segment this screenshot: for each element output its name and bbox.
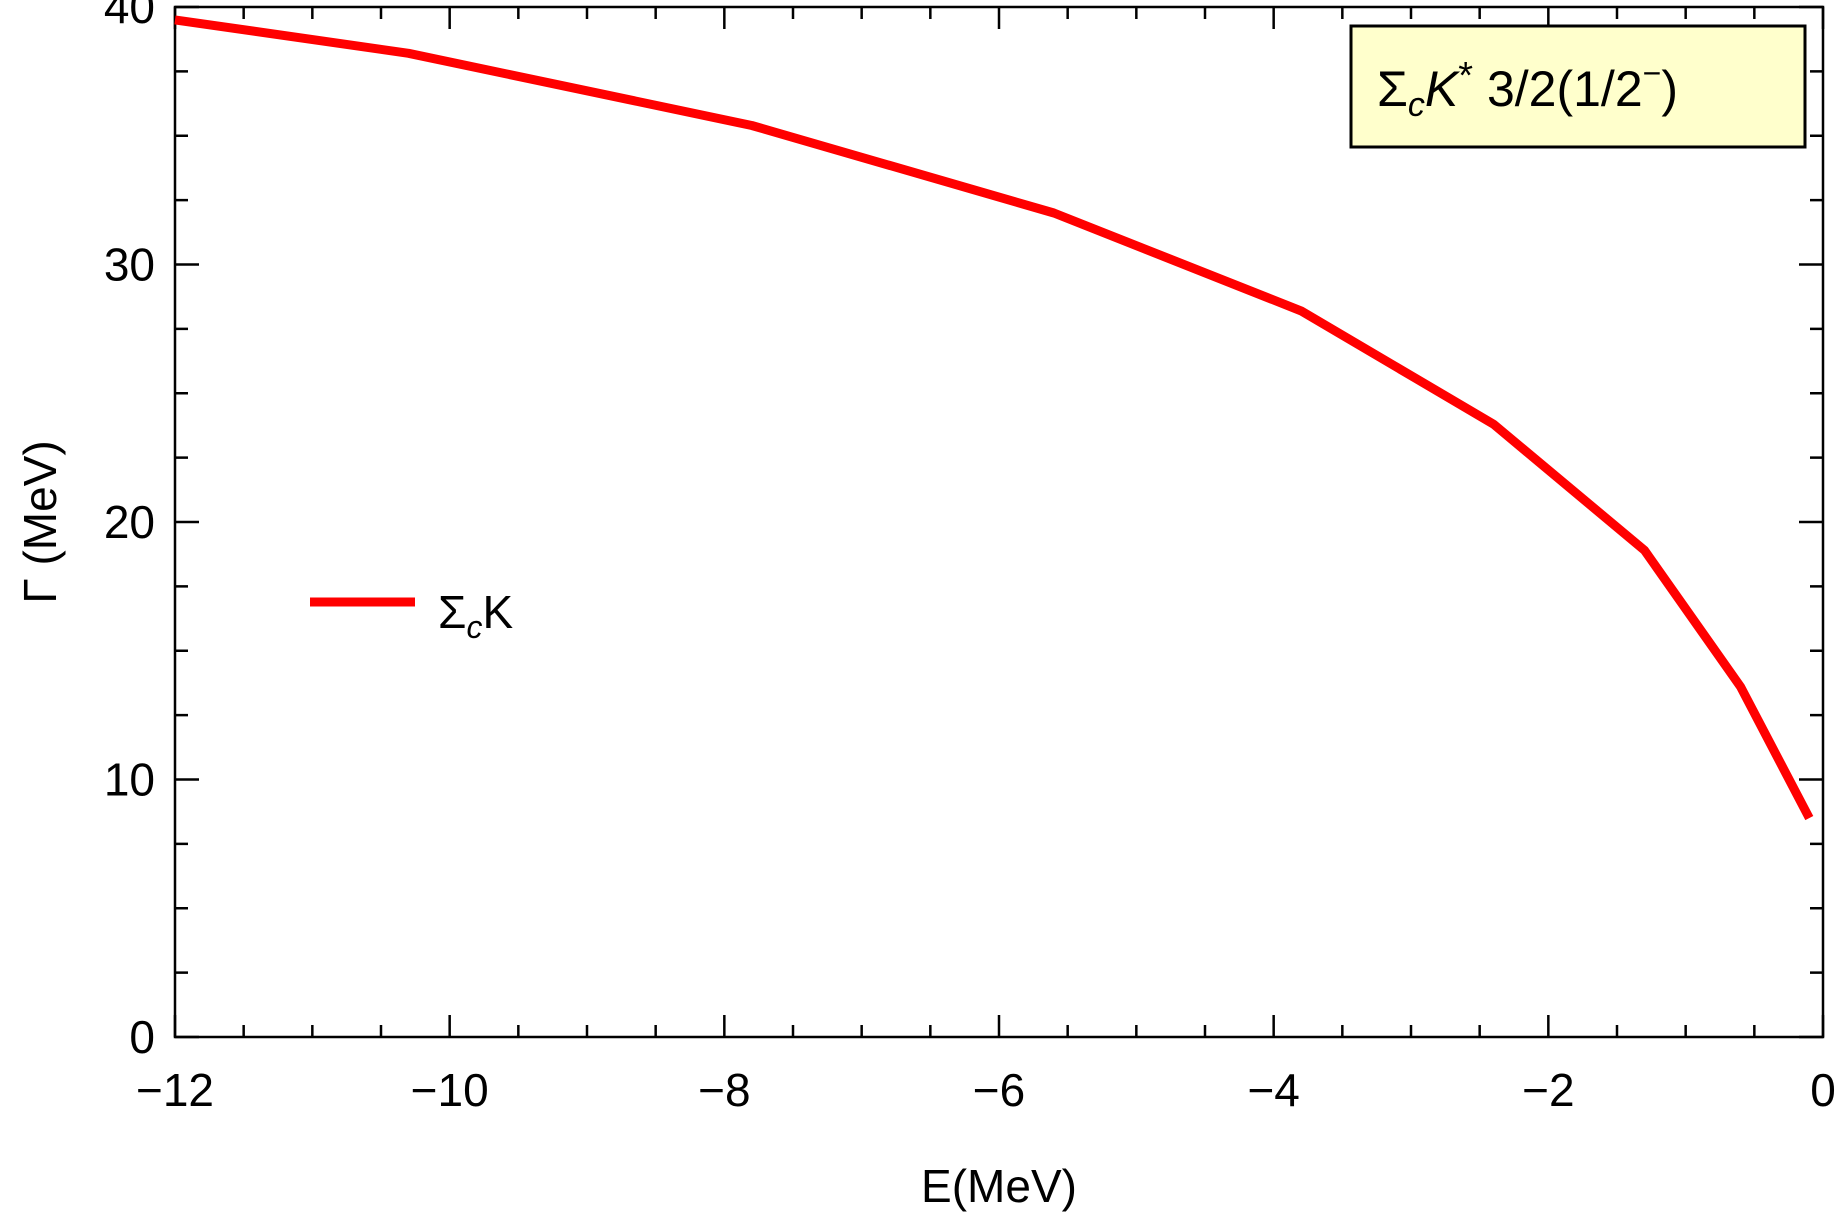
ticks: [173, 5, 1825, 1039]
legend-label-rest: K: [482, 586, 513, 638]
x-tick-label: −6: [973, 1064, 1025, 1116]
x-tick-label: 0: [1810, 1064, 1836, 1116]
x-tick-label: −12: [136, 1064, 214, 1116]
annotation-base: Σ: [1377, 61, 1408, 117]
annotation-particle: K: [1425, 61, 1461, 117]
annotation-box: ΣcK* 3/2(1/2−): [1349, 24, 1807, 149]
tick-labels: −12 −10 −8 −6 −4 −2 0 0 10 20 30 40: [104, 0, 1836, 1116]
x-tick-label: −8: [698, 1064, 750, 1116]
y-axis-label: Γ (MeV): [14, 440, 66, 603]
series-line-sigma-c-k: [174, 15, 1814, 821]
legend-label-sub: c: [466, 609, 482, 645]
annotation-quantum: 3/2(1/2: [1473, 61, 1643, 117]
annotation-box-background: [1349, 24, 1807, 149]
x-tick-label: −4: [1247, 1064, 1299, 1116]
legend: ΣcK: [310, 586, 513, 645]
legend-label: ΣcK: [438, 586, 513, 645]
x-axis-label: E(MeV): [921, 1160, 1077, 1212]
annotation-quantum-end: ): [1661, 61, 1678, 117]
x-tick-label: −10: [411, 1064, 489, 1116]
y-tick-label: 30: [104, 239, 155, 291]
annotation-quantum-sup: −: [1643, 55, 1662, 91]
y-tick-label: 40: [104, 0, 155, 33]
annotation-text: ΣcK* 3/2(1/2−): [1377, 55, 1678, 124]
y-tick-label: 20: [104, 496, 155, 548]
y-tick-label: 10: [104, 754, 155, 806]
legend-label-base: Σ: [438, 586, 466, 638]
plot-frame: [173, 5, 1825, 1039]
annotation-sub: c: [1408, 86, 1425, 124]
y-tick-label: 0: [129, 1011, 155, 1063]
annotation-sup: *: [1458, 55, 1473, 97]
x-tick-label: −2: [1522, 1064, 1574, 1116]
